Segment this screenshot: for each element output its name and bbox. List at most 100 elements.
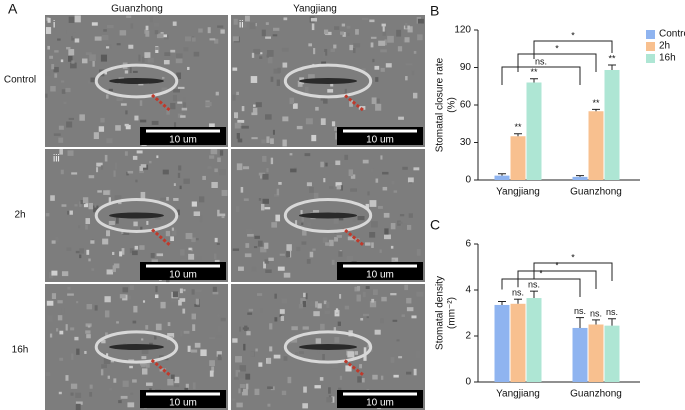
texture bbox=[66, 121, 73, 128]
texture bbox=[145, 360, 150, 368]
texture bbox=[371, 168, 374, 173]
bracket bbox=[501, 278, 581, 297]
texture bbox=[356, 294, 361, 302]
texture bbox=[191, 201, 197, 207]
texture bbox=[145, 25, 149, 31]
texture bbox=[86, 303, 93, 310]
texture bbox=[90, 240, 95, 244]
texture bbox=[185, 232, 193, 240]
texture bbox=[50, 86, 56, 92]
texture bbox=[102, 351, 107, 357]
texture bbox=[249, 22, 256, 30]
texture bbox=[327, 163, 335, 169]
texture bbox=[262, 155, 267, 162]
scale-label: 10 um bbox=[366, 398, 394, 409]
texture bbox=[269, 323, 273, 330]
texture bbox=[176, 72, 182, 79]
bar bbox=[588, 111, 604, 180]
y-tick-label: 120 bbox=[454, 25, 471, 36]
texture bbox=[371, 298, 375, 303]
texture bbox=[87, 325, 91, 328]
texture bbox=[232, 248, 240, 251]
stoma-pore bbox=[298, 344, 358, 350]
texture bbox=[304, 153, 311, 157]
image-label: i bbox=[53, 20, 55, 31]
texture bbox=[398, 116, 404, 120]
texture bbox=[214, 168, 218, 173]
texture bbox=[334, 231, 337, 234]
texture bbox=[279, 309, 285, 314]
texture bbox=[396, 29, 402, 37]
texture bbox=[46, 300, 54, 306]
texture bbox=[261, 139, 266, 144]
texture bbox=[251, 266, 257, 272]
texture bbox=[132, 70, 138, 73]
significance: ** bbox=[514, 122, 522, 132]
texture bbox=[337, 321, 342, 326]
texture bbox=[264, 259, 269, 264]
texture bbox=[216, 242, 220, 245]
texture bbox=[312, 210, 320, 215]
texture bbox=[321, 61, 327, 65]
texture bbox=[49, 55, 54, 59]
texture bbox=[65, 324, 68, 331]
texture bbox=[406, 307, 414, 312]
texture bbox=[98, 126, 105, 132]
texture bbox=[279, 314, 282, 318]
texture bbox=[161, 76, 165, 79]
texture bbox=[67, 286, 71, 290]
texture bbox=[89, 391, 93, 397]
texture bbox=[259, 56, 263, 59]
texture bbox=[141, 338, 144, 341]
texture bbox=[175, 53, 183, 59]
texture bbox=[170, 374, 175, 382]
texture bbox=[94, 203, 97, 208]
texture bbox=[139, 245, 145, 250]
texture bbox=[180, 249, 185, 256]
texture bbox=[352, 47, 356, 54]
legend-label: 2h bbox=[659, 41, 670, 52]
texture bbox=[303, 386, 307, 393]
texture bbox=[107, 375, 110, 379]
texture bbox=[291, 326, 298, 331]
texture bbox=[192, 382, 196, 390]
texture bbox=[280, 316, 285, 321]
texture bbox=[258, 362, 263, 367]
texture bbox=[212, 286, 217, 293]
y-tick-label: 4 bbox=[465, 285, 471, 296]
texture bbox=[74, 336, 79, 341]
texture bbox=[240, 186, 244, 193]
texture bbox=[45, 27, 52, 34]
texture bbox=[79, 248, 84, 254]
texture bbox=[302, 229, 307, 236]
texture bbox=[281, 47, 289, 52]
texture bbox=[277, 266, 285, 271]
texture bbox=[232, 94, 236, 101]
texture bbox=[311, 23, 315, 31]
texture bbox=[265, 114, 272, 120]
texture bbox=[320, 161, 324, 168]
texture bbox=[322, 237, 328, 244]
texture bbox=[401, 314, 405, 317]
texture bbox=[179, 288, 183, 294]
y-tick-label: 6 bbox=[465, 239, 471, 250]
arrow bbox=[150, 93, 171, 112]
texture bbox=[363, 347, 368, 354]
texture bbox=[194, 342, 201, 348]
texture bbox=[354, 351, 359, 355]
texture bbox=[61, 89, 66, 94]
texture bbox=[384, 39, 387, 46]
texture bbox=[75, 392, 82, 398]
texture bbox=[183, 289, 186, 292]
texture bbox=[154, 335, 157, 340]
texture bbox=[57, 315, 63, 321]
texture bbox=[209, 360, 215, 367]
texture bbox=[147, 57, 154, 63]
texture bbox=[232, 338, 238, 343]
stoma-pore bbox=[109, 212, 164, 219]
texture bbox=[369, 232, 376, 238]
texture bbox=[281, 390, 287, 396]
texture bbox=[118, 400, 122, 404]
texture bbox=[59, 330, 64, 335]
texture bbox=[387, 35, 394, 43]
